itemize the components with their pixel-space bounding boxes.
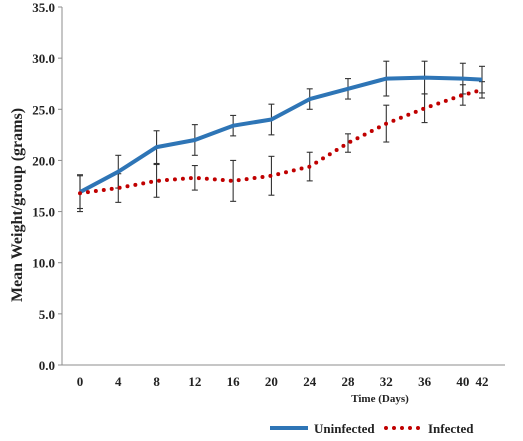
- error-bar: [191, 164, 198, 191]
- y-tick-label: 10.0: [32, 256, 55, 271]
- legend-item-infected: Infected: [384, 421, 474, 436]
- y-tick-label: 15.0: [32, 205, 55, 220]
- y-tick-label: 5.0: [39, 307, 55, 322]
- x-tick-label: 8: [153, 374, 160, 389]
- y-tick-label: 35.0: [32, 0, 55, 15]
- x-tick-label: 40: [456, 374, 469, 389]
- x-tick-label: 0: [77, 374, 84, 389]
- y-tick-label: 25.0: [32, 102, 55, 117]
- legend: Uninfected Infected: [270, 421, 474, 436]
- x-tick-label: 32: [380, 374, 393, 389]
- x-tick-label: 12: [188, 374, 201, 389]
- x-tick-label: 20: [265, 374, 278, 389]
- x-tick-label: 4: [115, 374, 122, 389]
- x-tick-label: 16: [227, 374, 241, 389]
- y-axis-title: Mean Weight/group (grams): [9, 108, 26, 302]
- x-tick-label: 36: [418, 374, 432, 389]
- error-bar: [459, 84, 466, 106]
- error-bar: [153, 163, 160, 198]
- y-tick-label: 0.0: [39, 358, 55, 373]
- y-tick-label: 20.0: [32, 153, 55, 168]
- x-tick-label: 24: [303, 374, 317, 389]
- x-axis-title: Time (Days): [351, 393, 409, 405]
- x-tick-label: 42: [476, 374, 489, 389]
- legend-item-uninfected: Uninfected: [270, 421, 375, 436]
- x-tick-labels: 0 4 8 12 16 20 24 28 32 36 40 42: [77, 374, 489, 389]
- error-bar: [230, 159, 237, 202]
- error-bar: [479, 81, 485, 99]
- legend-label: Uninfected: [314, 421, 375, 436]
- y-tick-labels: 0.0 5.0 10.0 15.0 20.0 25.0 30.0 35.0: [32, 0, 62, 373]
- error-bar: [345, 133, 351, 153]
- series-lines: [78, 75, 484, 196]
- y-tick-label: 30.0: [32, 51, 55, 66]
- series-line-uninfected: [79, 75, 483, 194]
- legend-label: Infected: [428, 421, 474, 436]
- series-line-infected: [78, 87, 484, 196]
- x-tick-label: 28: [342, 374, 356, 389]
- error-bars: [77, 60, 485, 213]
